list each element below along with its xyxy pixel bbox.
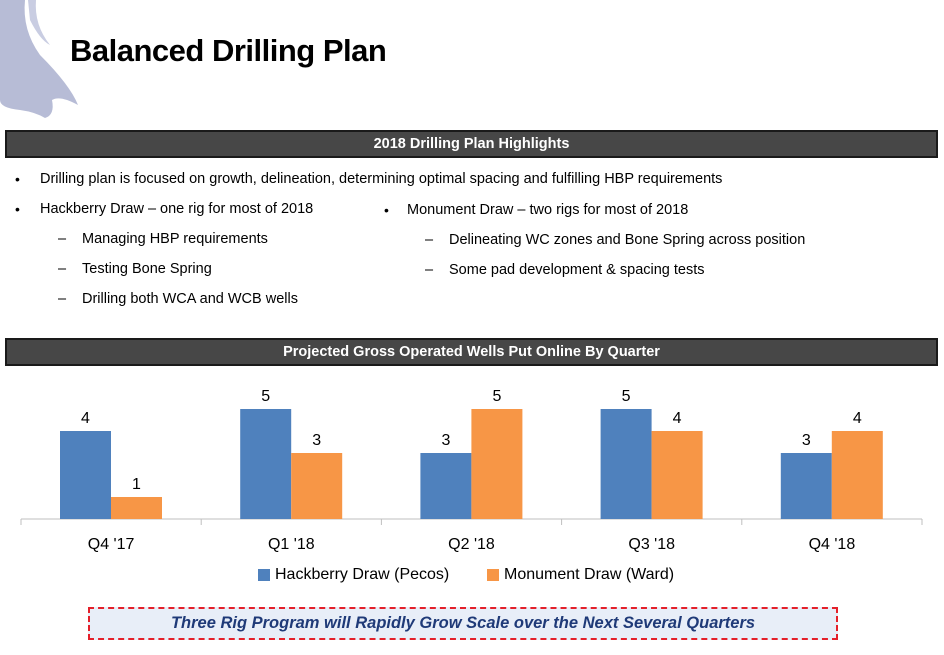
data-label: 3 [441,432,450,449]
bar [651,431,703,519]
bullet-icon: • [15,171,20,187]
dash-icon: – [425,232,434,248]
monument-item: Some pad development & spacing tests [449,262,705,278]
x-tick-label: Q4 '17 [88,536,135,553]
x-tick-label: Q3 '18 [628,536,675,553]
legend-label: Hackberry Draw (Pecos) [275,566,450,583]
bar [420,453,472,519]
legend-label: Monument Draw (Ward) [504,566,675,583]
data-label: 3 [312,432,321,449]
x-tick-label: Q2 '18 [448,536,495,553]
dash-icon: – [58,291,67,307]
bar [780,453,832,519]
legend-item-monument: Monument Draw (Ward) [487,566,674,584]
data-label: 5 [492,388,501,405]
bar [60,431,111,519]
dash-icon: – [58,261,67,277]
data-label: 5 [261,388,270,405]
monument-heading: Monument Draw – two rigs for most of 201… [407,202,689,218]
x-tick-label: Q4 '18 [809,536,856,553]
bar [240,409,292,519]
data-label: 4 [673,410,682,427]
bar [291,453,343,519]
data-label: 3 [802,432,811,449]
data-label: 5 [622,388,631,405]
bar-chart: Q4 '17 4 1 Q1 '18 5 3 Q2 '18 3 5 Q3 '18 5 4 Q4 '18 3 4 [20,388,923,553]
bullet-icon: • [15,201,20,217]
hackberry-heading: Hackberry Draw – one rig for most of 201… [40,201,314,217]
data-label: 1 [132,476,141,493]
dash-icon: – [425,262,434,278]
x-tick-label: Q1 '18 [268,536,315,553]
data-label: 4 [81,410,90,427]
page-title: Balanced Drilling Plan [70,33,387,68]
bullet-main: Drilling plan is focused on growth, deli… [40,171,723,187]
data-label: 4 [853,410,862,427]
legend-swatch [487,569,499,581]
hackberry-item: Testing Bone Spring [82,261,212,277]
legend-swatch [258,569,270,581]
hackberry-item: Drilling both WCA and WCB wells [82,291,298,307]
highlights-header: 2018 Drilling Plan Highlights [5,130,938,158]
dash-icon: – [58,231,67,247]
bar [831,431,883,519]
eagle-logo [0,0,78,118]
bar [471,409,523,519]
bullet-icon: • [384,202,389,218]
bar [600,409,652,519]
monument-item: Delineating WC zones and Bone Spring acr… [449,232,806,248]
callout-box: Three Rig Program will Rapidly Grow Scal… [88,607,838,640]
bar [111,497,162,519]
legend-item-hackberry: Hackberry Draw (Pecos) [258,566,449,584]
hackberry-item: Managing HBP requirements [82,231,268,247]
chart-header: Projected Gross Operated Wells Put Onlin… [5,338,938,366]
